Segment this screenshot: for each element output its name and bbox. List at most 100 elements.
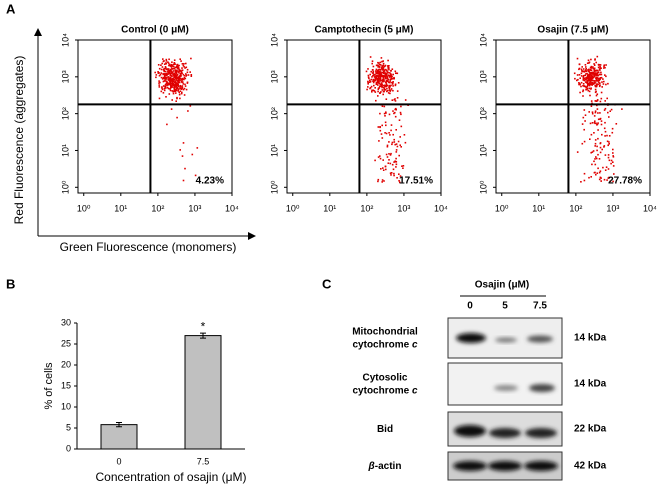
event-dot	[158, 74, 161, 77]
event-dot	[386, 77, 389, 79]
event-dot	[164, 75, 166, 78]
event-dot	[161, 62, 163, 65]
event-dot	[177, 84, 179, 87]
event-dot	[178, 64, 180, 67]
event-dot	[582, 79, 585, 81]
event-dot	[385, 124, 387, 127]
event-dot	[592, 150, 595, 152]
event-dot	[592, 82, 594, 85]
event-dot	[605, 64, 607, 66]
event-dot	[613, 173, 615, 175]
event-dot	[386, 89, 389, 92]
event-dot	[372, 81, 375, 84]
event-dot	[600, 120, 603, 122]
event-dot	[391, 163, 394, 166]
event-dot	[590, 88, 592, 90]
row-label-text: Bid	[377, 424, 393, 435]
event-dot	[380, 82, 383, 84]
event-dot	[177, 81, 179, 84]
event-dot	[179, 69, 181, 72]
event-dot	[180, 92, 183, 95]
event-dot	[381, 179, 384, 181]
event-dot	[590, 74, 593, 77]
event-dot	[385, 84, 388, 87]
event-dot	[372, 70, 375, 73]
event-dot	[375, 77, 377, 80]
event-dot	[603, 127, 606, 130]
event-dot	[603, 109, 606, 111]
y-tick-label: 20	[61, 359, 71, 369]
event-dot	[174, 75, 177, 78]
event-dot	[181, 69, 184, 71]
event-dot	[379, 72, 381, 74]
event-dot	[158, 67, 161, 70]
y-tick-label: 10³	[60, 70, 70, 83]
event-dot	[378, 80, 380, 82]
event-dot	[377, 84, 379, 86]
event-dot	[590, 58, 592, 61]
event-dot	[172, 74, 174, 76]
event-dot	[393, 141, 396, 143]
event-dot	[165, 68, 167, 70]
event-dot	[581, 70, 583, 72]
event-dot	[594, 81, 597, 83]
event-dot	[183, 75, 186, 77]
event-dot	[171, 84, 174, 86]
event-dot	[388, 68, 390, 71]
event-dot	[386, 76, 388, 78]
event-dot	[388, 132, 390, 134]
event-dot	[601, 86, 603, 88]
y-tick-label: 10⁴	[269, 33, 279, 47]
event-dot	[603, 178, 606, 181]
event-dot	[580, 72, 583, 75]
event-dot	[585, 78, 587, 81]
event-dot	[384, 165, 387, 168]
event-dot	[595, 85, 597, 88]
event-dot	[594, 110, 597, 112]
event-dot	[173, 67, 176, 70]
event-dot	[385, 111, 387, 113]
row-label-text: -actin	[375, 461, 402, 472]
event-dot	[369, 87, 372, 89]
event-dot	[592, 66, 594, 68]
event-dot	[395, 151, 398, 153]
event-dot	[601, 133, 603, 136]
event-dot	[194, 174, 197, 177]
event-dot	[595, 157, 598, 160]
event-dot	[380, 85, 383, 88]
event-dot	[591, 163, 593, 166]
event-dot	[599, 151, 602, 154]
event-dot	[378, 62, 380, 64]
x-tick-label: 10⁰	[286, 203, 300, 213]
event-dot	[603, 67, 605, 69]
band-size: 22 kDa	[574, 424, 607, 435]
event-dot	[381, 71, 384, 74]
event-dot	[598, 68, 601, 70]
event-dot	[593, 64, 596, 66]
event-dot	[390, 69, 392, 72]
event-dot	[402, 165, 405, 167]
event-dot	[384, 115, 386, 117]
event-dot	[382, 76, 384, 79]
event-dot	[179, 86, 181, 88]
event-dot	[590, 75, 592, 78]
event-dot	[580, 75, 583, 77]
event-dot	[607, 82, 609, 85]
event-dot	[401, 165, 403, 167]
event-dot	[399, 136, 401, 138]
event-dot	[594, 163, 597, 166]
event-dot	[160, 68, 163, 71]
event-dot	[588, 90, 591, 93]
event-dot	[168, 69, 170, 72]
event-dot	[383, 86, 385, 89]
event-dot	[172, 82, 175, 85]
event-dot	[178, 71, 180, 74]
event-dot	[181, 155, 184, 157]
event-dot	[579, 83, 581, 86]
y-tick-label: 10⁴	[478, 33, 488, 47]
y-tick-label: 10¹	[478, 144, 488, 157]
event-dot	[377, 78, 379, 81]
event-dot	[185, 73, 187, 75]
event-dot	[610, 159, 613, 162]
event-dot	[386, 87, 388, 90]
